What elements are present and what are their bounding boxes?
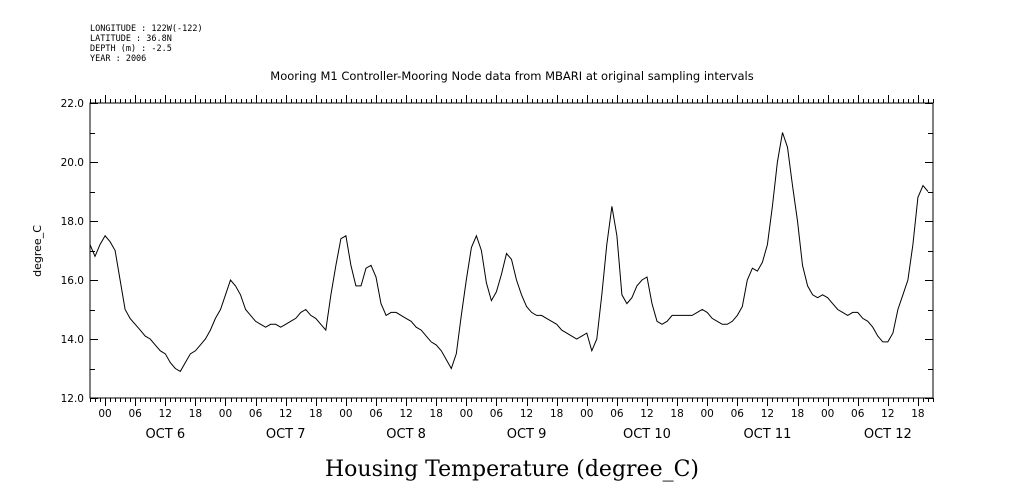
x-hour-label: 06 [128, 408, 142, 420]
y-axis: 12.0 14.0 16.0 18.0 20.0 22.0 [61, 98, 933, 405]
y-tick-label: 22.0 [61, 98, 84, 110]
depth-label: DEPTH (m) : -2.5 [90, 44, 172, 54]
temperature-series-line [89, 132, 929, 373]
x-hour-label: 18 [309, 408, 322, 420]
x-hour-label: 00 [339, 408, 352, 420]
x-hour-label: 06 [369, 408, 383, 420]
x-hour-label: 12 [279, 408, 292, 420]
x-hour-label: 12 [159, 408, 172, 420]
x-hour-label: 00 [460, 408, 473, 420]
x-hour-label: 00 [219, 408, 232, 420]
x-day-label: OCT 12 [864, 427, 912, 442]
x-day-label: OCT 7 [266, 427, 306, 442]
x-day-label: OCT 8 [386, 427, 426, 442]
x-day-label: OCT 11 [743, 427, 791, 442]
x-hour-label: 18 [550, 408, 563, 420]
y-axis-label: degree_C [31, 225, 44, 277]
x-hour-label: 06 [851, 408, 865, 420]
longitude-label: LONGITUDE : 122W(-122) [90, 24, 203, 34]
x-hour-label: 00 [98, 408, 111, 420]
latitude-label: LATITUDE : 36.8N [90, 34, 172, 44]
x-hour-label: 00 [701, 408, 714, 420]
x-hour-label: 06 [731, 408, 745, 420]
x-hour-label: 18 [430, 408, 443, 420]
x-day-label: OCT 10 [623, 427, 671, 442]
x-hour-label: 00 [580, 408, 593, 420]
x-hour-label: 12 [640, 408, 653, 420]
x-hour-label: 12 [761, 408, 774, 420]
y-tick-label: 18.0 [61, 216, 84, 228]
x-hour-label: 18 [189, 408, 202, 420]
x-hour-label: 06 [490, 408, 504, 420]
y-tick-label: 12.0 [61, 393, 84, 405]
chart-title: Mooring M1 Controller-Mooring Node data … [270, 69, 753, 83]
x-hour-label: 12 [520, 408, 533, 420]
y-tick-label: 16.0 [61, 275, 84, 287]
x-hour-label: 18 [911, 408, 924, 420]
x-axis: 00 06 12 18 00 06 12 18 00 06 12 18 00 06 12 18 00 06 12 18… [90, 95, 934, 442]
y-tick-label: 20.0 [61, 157, 84, 169]
x-hour-label: 06 [249, 408, 263, 420]
series-layer [89, 132, 929, 373]
x-hour-label: 12 [399, 408, 412, 420]
x-day-label: OCT 9 [507, 427, 547, 442]
y-tick-label: 14.0 [61, 334, 84, 346]
x-hour-label: 00 [821, 408, 834, 420]
x-hour-label: 18 [791, 408, 804, 420]
x-axis-label: Housing Temperature (degree_C) [325, 457, 699, 482]
x-hour-label: 12 [881, 408, 894, 420]
year-label: YEAR : 2006 [90, 54, 146, 64]
x-hour-label: 18 [670, 408, 683, 420]
plot-frame [89, 102, 934, 399]
x-day-label: OCT 6 [145, 427, 185, 442]
x-hour-label: 06 [610, 408, 624, 420]
